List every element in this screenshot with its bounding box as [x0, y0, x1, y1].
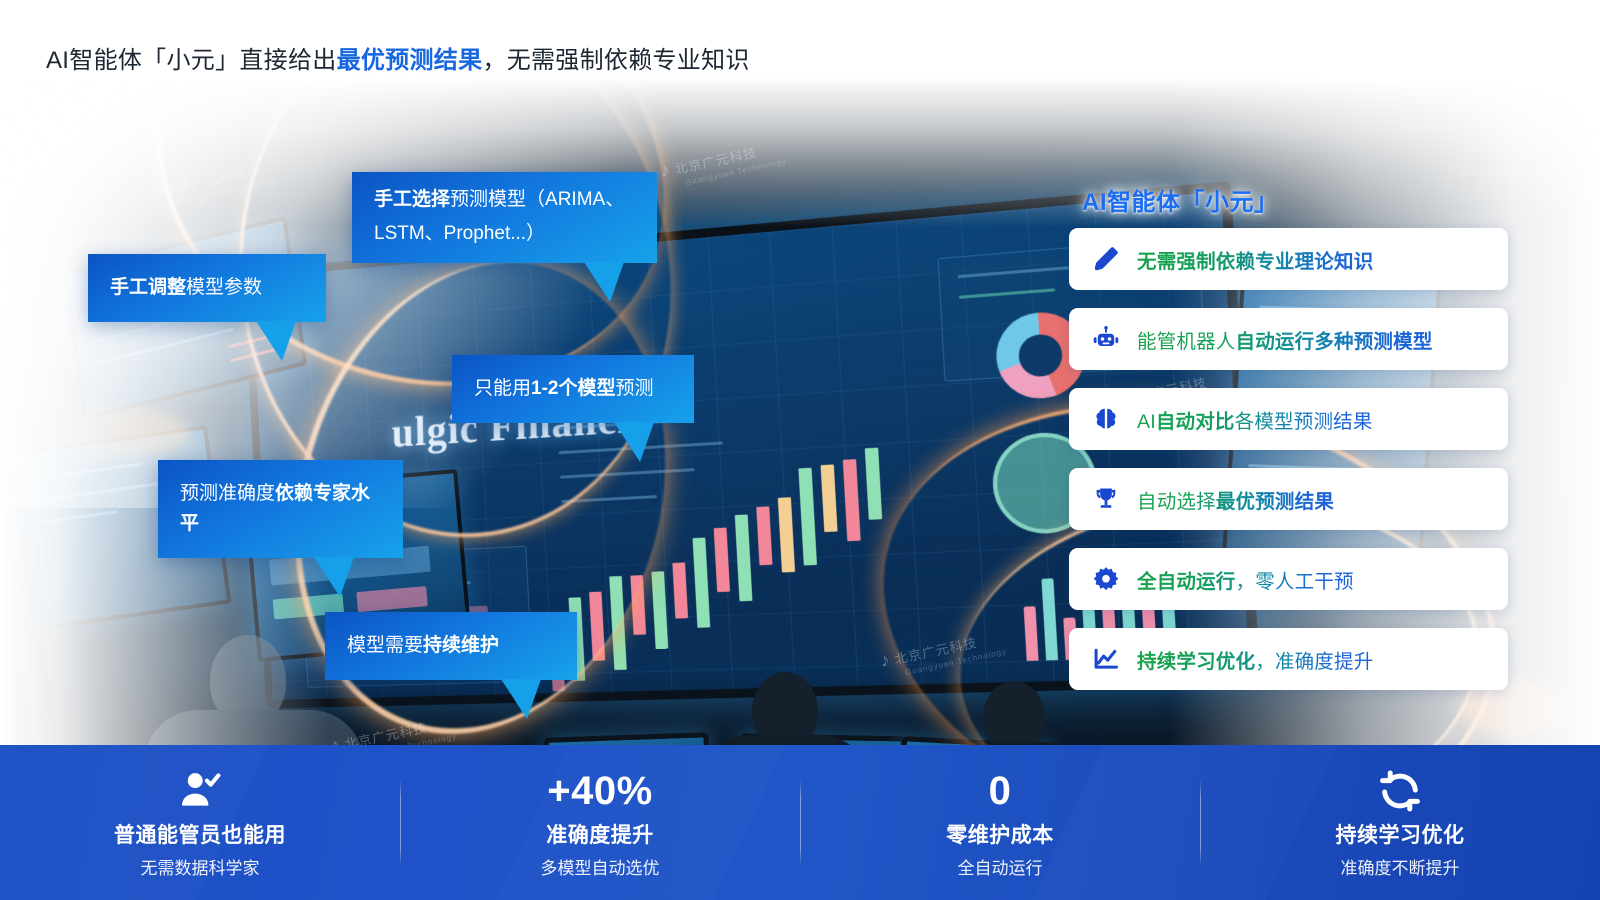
- ai-card-light-text-2: 各模型预测结果: [1234, 410, 1373, 433]
- ai-feature-card-text: 无需强制依赖专业理论知识: [1137, 245, 1373, 274]
- ai-feature-card-continuous-learning[interactable]: 持续学习优化，准确度提升: [1069, 628, 1508, 690]
- stat-item-maintenance: 0 零维护成本 全自动运行: [800, 767, 1200, 879]
- user-check-icon: [0, 767, 400, 815]
- stat-item-accuracy: +40% 准确度提升 多模型自动选优: [400, 767, 800, 879]
- ai-feature-card-text: AI自动对比各模型预测结果: [1137, 405, 1373, 434]
- stat-divider: [1200, 779, 1201, 867]
- gear-icon: [1089, 562, 1123, 596]
- callout-normal-text-2: 预测: [615, 378, 654, 399]
- ai-card-bold-text: 全自动运行: [1137, 570, 1236, 593]
- ai-card-light-text: ，零人工干预: [1235, 570, 1354, 593]
- ai-feature-card-text: 自动选择最优预测结果: [1137, 485, 1334, 514]
- ai-card-bold-text: 自动对比: [1155, 410, 1235, 433]
- ai-feature-card-text: 全自动运行，零人工干预: [1137, 565, 1354, 594]
- stat-subtitle: 全自动运行: [957, 858, 1043, 878]
- ai-card-light-text: 能管机器人: [1137, 330, 1236, 353]
- callout-normal-text: 预测模型（ARIMA、: [450, 189, 625, 210]
- ai-card-bold-text: 自动运行多种预测模型: [1235, 330, 1433, 353]
- stat-title: 准确度提升: [546, 823, 654, 847]
- ai-feature-card-best-result[interactable]: 自动选择最优预测结果: [1069, 468, 1508, 530]
- brain-icon: [1089, 402, 1123, 436]
- ai-panel-title: AI智能体「小元」: [1082, 189, 1279, 216]
- stat-divider: [400, 779, 401, 867]
- stat-subtitle: 无需数据科学家: [140, 858, 260, 878]
- stat-item-usability: 普通能管员也能用 无需数据科学家: [0, 767, 400, 879]
- ai-feature-card-no-expertise[interactable]: 无需强制依赖专业理论知识: [1069, 228, 1508, 290]
- callout-limited-models[interactable]: 只能用1-2个模型预测: [452, 355, 694, 462]
- stat-item-learning: 持续学习优化 准确度不断提升: [1200, 767, 1600, 879]
- callout-tail: [614, 422, 654, 462]
- stat-subtitle: 准确度不断提升: [1340, 858, 1460, 878]
- callout-tail: [314, 557, 354, 597]
- callout-bold-text: 持续维护: [423, 635, 500, 656]
- ai-card-light-text: ，准确度提升: [1255, 650, 1374, 673]
- callout-bold-text: 1-2个模型: [531, 378, 616, 399]
- callout-tail: [256, 321, 296, 361]
- bottom-stats-bar: 普通能管员也能用 无需数据科学家 +40% 准确度提升 多模型自动选优 0 零维…: [0, 745, 1600, 900]
- callout-tail: [584, 262, 624, 302]
- ai-feature-card-model-compare[interactable]: AI自动对比各模型预测结果: [1069, 388, 1508, 450]
- trophy-icon: [1089, 482, 1123, 516]
- ai-feature-card-robot-autorun[interactable]: 能管机器人自动运行多种预测模型: [1069, 308, 1508, 370]
- callout-tail: [501, 679, 541, 719]
- ai-feature-card-list: 无需强制依赖专业理论知识 能管机器人自动运行多种预测模型: [1069, 228, 1508, 708]
- callout-bold-text: 依赖专家水平: [180, 483, 371, 534]
- callout-bold-text: 手工调整: [110, 277, 187, 298]
- headline-highlight: 最优预测结果: [336, 47, 483, 74]
- callout-normal-text: 只能用: [474, 378, 532, 399]
- ai-feature-card-full-automation[interactable]: 全自动运行，零人工干预: [1069, 548, 1508, 610]
- pen-icon: [1089, 242, 1123, 276]
- ai-feature-card-text: 持续学习优化，准确度提升: [1137, 645, 1373, 674]
- ai-card-light-text: 自动选择: [1137, 490, 1216, 513]
- callout-bold-text: 手工选择: [374, 189, 451, 210]
- ai-card-light-text: AI: [1137, 410, 1156, 433]
- callout-manual-param-tune[interactable]: 手工调整模型参数: [88, 254, 326, 361]
- callout-ongoing-maintenance[interactable]: 模型需要持续维护: [325, 612, 577, 719]
- stat-subtitle: 多模型自动选优: [540, 858, 660, 878]
- callout-line-2: LSTM、Prophet...）: [374, 223, 546, 244]
- stat-number: 0: [988, 768, 1012, 813]
- robot-icon: [1089, 322, 1123, 356]
- ai-card-bold-text: 持续学习优化: [1137, 650, 1256, 673]
- callout-manual-model-select[interactable]: 手工选择预测模型（ARIMA、 LSTM、Prophet...）: [352, 172, 657, 302]
- headline-suffix: ，无需强制依赖专业知识: [482, 47, 750, 74]
- stat-title: 普通能管员也能用: [114, 823, 286, 847]
- stat-divider: [800, 779, 801, 867]
- ai-feature-card-text: 能管机器人自动运行多种预测模型: [1137, 325, 1433, 354]
- headline-prefix: AI智能体「小元」直接给出: [46, 47, 337, 74]
- ai-card-bold-text: 最优预测结果: [1215, 490, 1335, 513]
- callout-normal-text: 模型参数: [186, 277, 263, 298]
- stat-title: 持续学习优化: [1335, 823, 1465, 847]
- stat-title: 零维护成本: [946, 823, 1054, 847]
- stat-number: +40%: [547, 768, 653, 813]
- page-title: AI智能体「小元」直接给出最优预测结果，无需强制依赖专业知识: [46, 40, 750, 75]
- callout-normal-text: 预测准确度: [180, 483, 276, 504]
- callout-expert-dependency[interactable]: 预测准确度依赖专家水平: [158, 460, 403, 597]
- callout-normal-text: 模型需要: [347, 635, 424, 656]
- refresh-icon: [1200, 767, 1600, 815]
- chart-line-icon: [1089, 642, 1123, 676]
